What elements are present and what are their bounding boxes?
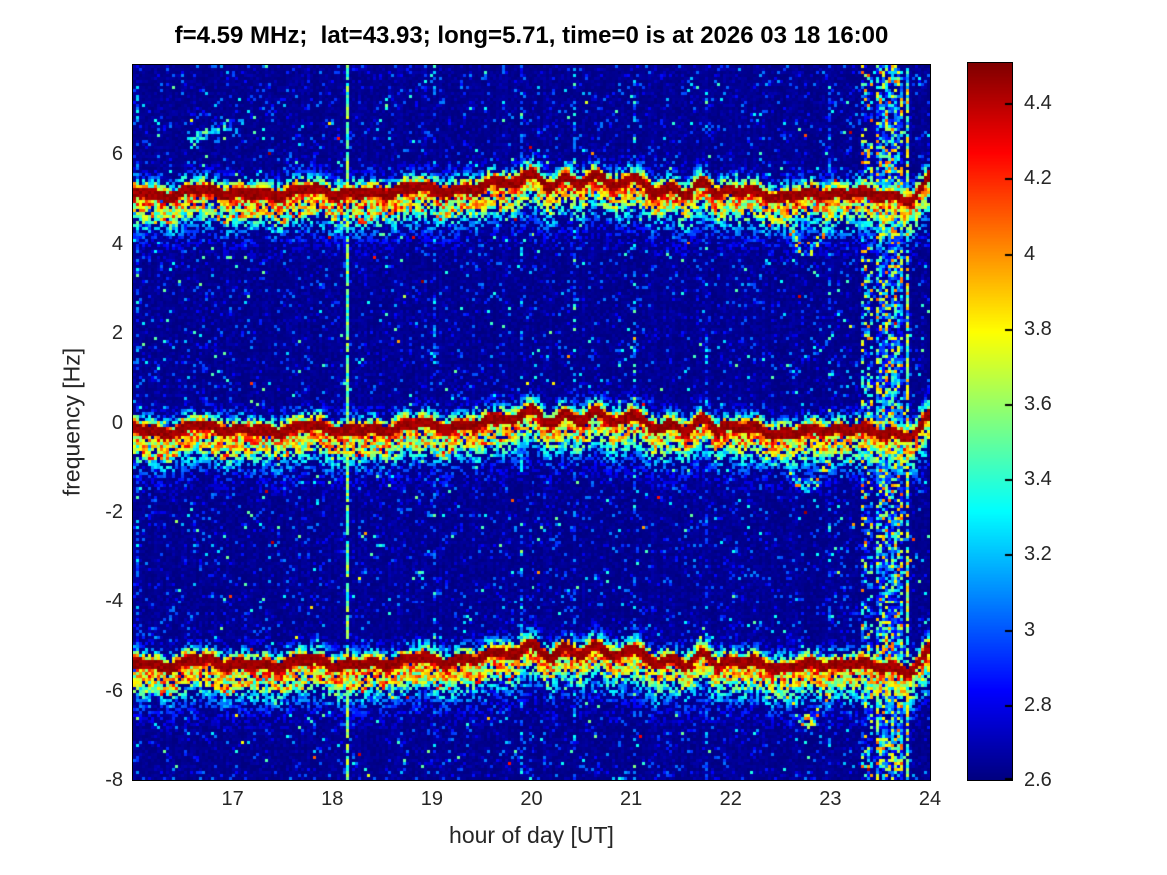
x-axis-label: hour of day [UT] [449,822,614,848]
y-tick-label: 4 [111,232,123,255]
colorbar-tick-label: 3.6 [1024,393,1052,416]
y-tick-label: -4 [105,590,123,613]
spectrogram-canvas [133,65,930,780]
colorbar-tick-label: 3 [1024,618,1036,641]
x-tick-label: 24 [918,788,942,810]
x-tick-label: 23 [819,788,842,810]
chart-title: f=4.59 MHz; lat=43.93; long=5.71, time=0… [174,22,889,49]
colorbar-tick-label: 3.8 [1024,317,1052,340]
x-tick-label: 20 [520,788,543,810]
x-tick-label: 17 [221,788,244,810]
x-tick-label: 21 [620,788,643,810]
plot-area [132,64,931,781]
y-tick-label: 2 [111,322,123,345]
y-tick-label: 6 [111,143,123,166]
colorbar [967,62,1013,781]
colorbar-tick-label: 4.2 [1024,167,1052,190]
y-tick-label: 0 [111,411,123,434]
colorbar-tick-label: 2.6 [1024,769,1052,791]
y-tick-label: -2 [105,500,123,523]
x-tick-label: 19 [420,788,443,810]
y-tick-label: -8 [105,769,123,791]
x-tick-label: 18 [321,788,344,810]
y-tick-label: -6 [105,679,123,702]
colorbar-tick-label: 4 [1024,242,1036,265]
colorbar-gradient-canvas [968,63,1012,780]
x-tick-label: 22 [719,788,742,810]
colorbar-tick-label: 3.4 [1024,468,1052,491]
colorbar-tick-label: 4.4 [1024,92,1052,115]
colorbar-tick-label: 2.8 [1024,693,1052,716]
colorbar-tick-label: 3.2 [1024,543,1052,566]
